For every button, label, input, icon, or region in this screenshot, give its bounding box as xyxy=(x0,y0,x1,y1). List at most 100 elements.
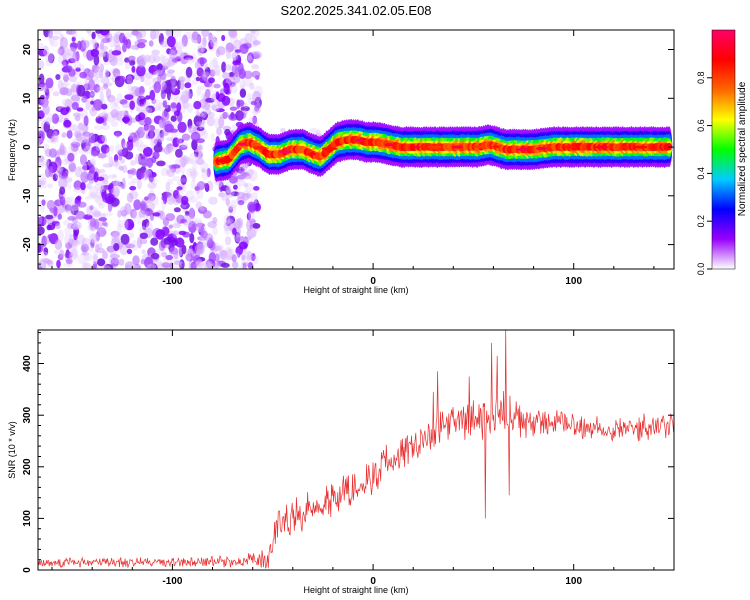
noise-blob xyxy=(91,38,96,43)
noise-blob xyxy=(212,37,218,43)
noise-blob xyxy=(135,106,141,112)
noise-blob xyxy=(74,166,83,178)
noise-blob xyxy=(93,54,100,66)
noise-blob xyxy=(124,61,131,70)
noise-blob xyxy=(163,83,174,95)
noise-blob xyxy=(247,52,254,64)
noise-blob xyxy=(165,104,172,113)
noise-blob xyxy=(172,223,182,229)
noise-blob xyxy=(146,263,157,269)
noise-blob xyxy=(110,119,119,128)
noise-blob xyxy=(64,226,72,236)
noise-blob xyxy=(102,121,107,127)
noise-blob xyxy=(216,126,223,136)
noise-blob xyxy=(172,137,180,148)
noise-blob xyxy=(174,45,183,58)
noise-blob xyxy=(145,54,151,63)
noise-blob xyxy=(91,64,100,73)
noise-blob xyxy=(77,254,85,265)
noise-blob xyxy=(131,177,141,184)
noise-blob xyxy=(111,173,118,179)
noise-blob xyxy=(197,45,204,56)
noise-blob xyxy=(179,79,185,91)
noise-blob xyxy=(59,196,66,206)
signal-peak xyxy=(515,147,531,152)
noise-blob xyxy=(144,116,152,126)
noise-blob xyxy=(196,189,204,200)
noise-blob xyxy=(54,239,63,250)
noise-blob xyxy=(145,107,153,114)
noise-blob xyxy=(144,196,149,201)
noise-blob xyxy=(114,58,125,66)
noise-blob xyxy=(53,30,62,35)
noise-blob xyxy=(89,186,99,198)
noise-blob xyxy=(153,81,161,94)
noise-blob xyxy=(63,119,72,128)
noise-blob xyxy=(52,35,60,41)
noise-blob xyxy=(169,94,178,101)
noise-blob xyxy=(203,62,209,70)
noise-blob xyxy=(170,75,177,86)
noise-blob xyxy=(158,117,166,129)
noise-blob xyxy=(244,182,254,193)
noise-blob xyxy=(178,144,188,150)
noise-blob xyxy=(174,260,183,265)
noise-blob xyxy=(77,201,87,208)
noise-blob xyxy=(180,218,188,224)
colorbar: 0.0 0.2 0.4 0.6 0.8 Normalized spectral ampl… xyxy=(696,29,748,275)
noise-blob xyxy=(195,222,206,233)
noise-blob xyxy=(225,49,232,60)
noise-blob xyxy=(157,262,163,269)
signal-peak xyxy=(355,138,364,142)
noise-blob xyxy=(166,137,175,142)
noise-blob xyxy=(109,258,114,265)
noise-blob xyxy=(99,91,104,103)
noise-blob xyxy=(167,57,178,65)
noise-blob xyxy=(237,200,245,206)
noise-blob xyxy=(82,165,90,171)
noise-blob xyxy=(45,214,54,220)
noise-blob xyxy=(38,83,46,92)
noise-blob xyxy=(72,61,82,69)
noise-blob xyxy=(95,191,102,199)
noise-blob xyxy=(121,103,131,109)
noise-blob xyxy=(241,254,246,261)
noise-blob xyxy=(61,132,67,138)
noise-blob xyxy=(199,121,204,130)
signal-peak xyxy=(237,142,247,146)
noise-blob xyxy=(169,49,176,60)
noise-blob xyxy=(148,174,154,183)
noise-blob xyxy=(249,82,255,90)
noise-blob xyxy=(208,77,215,84)
noise-blob xyxy=(149,128,154,140)
noise-blob xyxy=(210,132,216,143)
noise-blob xyxy=(136,236,143,249)
noise-blob xyxy=(57,229,64,242)
noise-blob xyxy=(241,164,249,169)
noise-blob xyxy=(150,237,159,246)
noise-blob xyxy=(208,32,213,42)
noise-blob xyxy=(117,210,122,218)
noise-blob xyxy=(238,111,243,121)
noise-blob xyxy=(187,92,192,99)
y-tick-label: 0 xyxy=(22,144,33,150)
noise-blob xyxy=(231,51,239,61)
noise-blob xyxy=(122,43,127,53)
noise-blob xyxy=(93,261,98,269)
noise-blob xyxy=(251,70,261,78)
noise-blob xyxy=(60,107,69,116)
noise-blob xyxy=(58,178,68,189)
noise-blob xyxy=(93,195,103,203)
noise-blob xyxy=(108,156,114,168)
noise-blob xyxy=(207,111,215,119)
noise-blob xyxy=(143,144,148,149)
noise-blob xyxy=(184,57,192,63)
signal-peak xyxy=(632,145,648,149)
noise-blob xyxy=(204,182,209,189)
noise-blob xyxy=(109,96,116,106)
noise-blob xyxy=(225,220,231,226)
noise-blob xyxy=(66,46,76,53)
noise-blob xyxy=(138,97,145,106)
noise-blob xyxy=(231,261,239,269)
noise-blob xyxy=(57,168,63,174)
